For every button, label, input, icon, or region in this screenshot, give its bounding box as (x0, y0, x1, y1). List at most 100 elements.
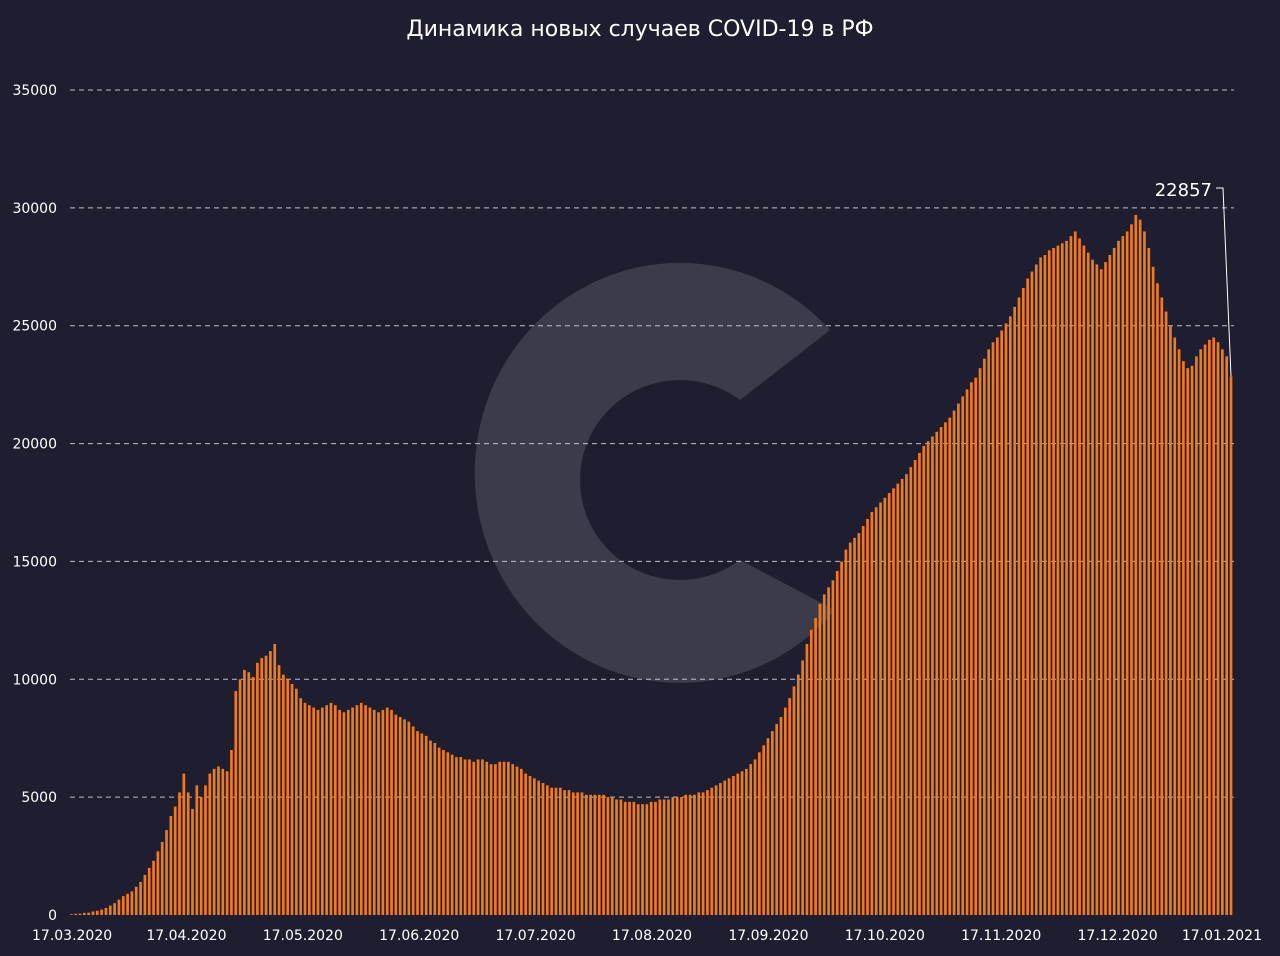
bar (160, 841, 164, 915)
bar (905, 474, 908, 915)
bar (1034, 264, 1038, 915)
bar (221, 768, 225, 915)
bar (147, 867, 151, 915)
x-tick-label: 17.04.2020 (146, 928, 226, 944)
bar (983, 358, 986, 916)
bar (896, 483, 900, 915)
bar (632, 801, 636, 915)
bar (381, 709, 385, 915)
bar (1156, 283, 1159, 915)
bar (749, 764, 753, 915)
bar (481, 759, 484, 915)
bar (204, 785, 207, 915)
bar (1182, 361, 1185, 915)
bar (645, 804, 649, 915)
bar (416, 731, 419, 915)
bar (234, 691, 238, 915)
y-tick-label: 15000 (12, 554, 57, 570)
bar (783, 707, 787, 915)
bar (922, 445, 926, 915)
bar (848, 542, 852, 915)
bar (671, 797, 675, 915)
bar (680, 797, 683, 915)
bar (610, 797, 614, 915)
bar (1173, 337, 1177, 915)
bar (779, 717, 783, 915)
x-tick-label: 17.01.2021 (1182, 928, 1262, 944)
bar (325, 705, 328, 915)
bar (264, 655, 268, 915)
bar (996, 337, 999, 915)
bar (74, 913, 78, 915)
bar (641, 804, 644, 915)
bar (563, 790, 566, 915)
bar (472, 761, 476, 915)
bar (1130, 224, 1133, 916)
bar (1216, 342, 1220, 916)
bar (1039, 257, 1042, 915)
bar (688, 794, 692, 915)
bar (394, 714, 398, 915)
bar (710, 787, 714, 915)
bar (732, 775, 735, 915)
bar (745, 768, 748, 915)
bar (485, 761, 489, 915)
bar (957, 403, 960, 915)
bar (892, 488, 895, 915)
bar (199, 797, 203, 915)
bar (442, 750, 445, 915)
bar (991, 342, 995, 916)
bar (857, 533, 861, 915)
bar (1104, 262, 1107, 915)
bar (1000, 330, 1004, 915)
bar (944, 422, 947, 915)
bar (494, 764, 497, 915)
bar (1195, 356, 1198, 915)
x-tick-label: 17.06.2020 (379, 928, 459, 944)
bar (143, 874, 147, 915)
bar (541, 783, 545, 915)
bar (554, 787, 558, 915)
bar (104, 907, 108, 915)
bar (1121, 236, 1125, 915)
bar (593, 794, 597, 915)
bar (420, 733, 424, 915)
bar (948, 417, 952, 915)
bar (931, 436, 934, 915)
bar (753, 759, 757, 915)
bar (398, 717, 402, 915)
bar (775, 724, 778, 915)
bar (277, 665, 281, 915)
bar (217, 766, 220, 915)
bar (567, 790, 571, 915)
bar (1008, 316, 1012, 915)
bar (407, 721, 411, 915)
bar (385, 707, 389, 915)
bar (909, 467, 913, 915)
bar (307, 705, 311, 915)
bar (368, 707, 372, 915)
bar (667, 799, 670, 915)
y-tick-label: 20000 (12, 437, 57, 453)
bar (1078, 238, 1081, 915)
bar (883, 497, 887, 915)
bar (269, 651, 272, 915)
bar (108, 905, 112, 915)
bar (736, 773, 740, 915)
bar (1073, 231, 1077, 915)
bar (978, 368, 982, 915)
bar (788, 698, 791, 915)
bar (329, 702, 333, 915)
bar (576, 792, 579, 915)
y-axis: 0 5000 10000 15000 20000 25000 30000 35000 (12, 83, 57, 924)
chart-title: Динамика новых случаев COVID-19 в РФ (406, 17, 873, 42)
bar (1221, 349, 1224, 915)
bar (256, 662, 259, 915)
bar (571, 792, 575, 915)
bar (247, 672, 251, 915)
x-tick-label: 17.09.2020 (728, 928, 808, 944)
bar (965, 389, 969, 915)
bar (70, 914, 73, 915)
bar (619, 799, 623, 915)
bar (597, 794, 601, 915)
